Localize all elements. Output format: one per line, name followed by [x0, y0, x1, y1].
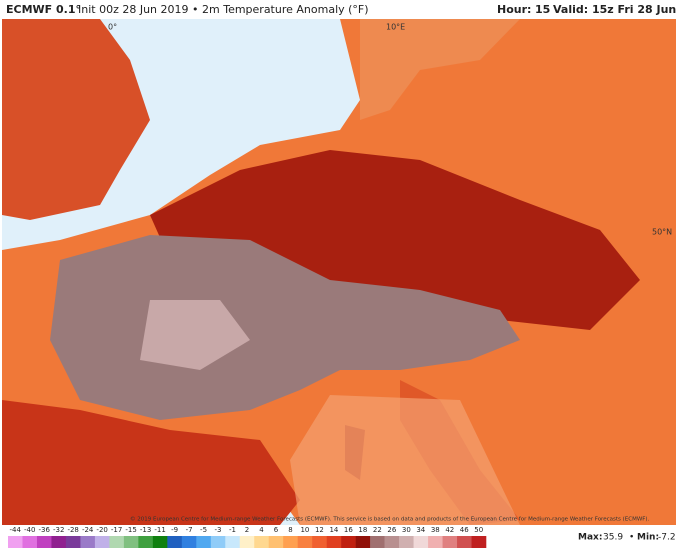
colorbar-label: 26 — [387, 526, 396, 534]
separator: • — [629, 533, 634, 543]
colorbar-swatch — [22, 536, 38, 548]
colorbar-swatch — [326, 536, 342, 548]
colorbar-label: 22 — [373, 526, 382, 534]
denmark — [360, 19, 520, 120]
colorbar: -44 -40 -36 -32 -28 -24 -20 -17 -15 -13 -11 -9 -7 -5-… — [8, 526, 487, 548]
colorbar-swatch — [254, 536, 270, 548]
colorbar-swatch — [471, 536, 487, 548]
colorbar-label: 34 — [416, 526, 425, 534]
colorbar-label: -3 — [215, 526, 222, 534]
hot-belt — [150, 150, 640, 330]
colorbar-swatch — [8, 536, 23, 548]
colorbar-swatch — [355, 536, 371, 548]
hour-value: 15 — [535, 3, 550, 16]
colorbar-swatch — [428, 536, 443, 548]
colorbar-swatch — [312, 536, 327, 548]
max-label: Max: — [578, 533, 602, 543]
colorbar-swatch — [65, 536, 81, 548]
colorbar-swatch — [457, 536, 472, 548]
colorbar-label: 50 — [474, 526, 483, 534]
colorbar-label: 16 — [344, 526, 353, 534]
peak-anomaly — [140, 300, 250, 370]
colorbar-label: 2 — [245, 526, 249, 534]
colorbar-label: 10 — [300, 526, 309, 534]
colorbar-label: 38 — [431, 526, 440, 534]
colorbar-label: -32 — [53, 526, 64, 534]
colorbar-label: 18 — [358, 526, 367, 534]
colorbar-label: 6 — [274, 526, 279, 534]
colorbar-swatch — [196, 536, 212, 548]
colorbar-label: -24 — [82, 526, 94, 534]
hour-label: Hour: — [497, 3, 531, 16]
colorbar-swatch — [399, 536, 414, 548]
colorbar-label: -40 — [24, 526, 35, 534]
lon-label: 10°E — [386, 23, 405, 32]
colorbar-label: -7 — [186, 526, 193, 534]
valid-time: Valid: 15z Fri 28 Jun 2019 — [553, 3, 678, 16]
colorbar-label: -17 — [111, 526, 122, 534]
colorbar-label: -13 — [140, 526, 151, 534]
colorbar-label: -5 — [200, 526, 207, 534]
max-value: 35.9 — [603, 533, 623, 543]
colorbar-label: 12 — [315, 526, 324, 534]
colorbar-swatch — [181, 536, 197, 548]
colorbar-swatch — [138, 536, 154, 548]
colorbar-swatch — [341, 536, 356, 548]
colorbar-label: -28 — [67, 526, 78, 534]
colorbar-swatch — [268, 536, 284, 548]
colorbar-label: -44 — [10, 526, 22, 534]
colorbar-label: -11 — [154, 526, 165, 534]
mediterranean — [290, 395, 520, 525]
min-value: -7.2 — [658, 533, 676, 543]
colorbar-swatch — [297, 536, 313, 548]
colorbar-swatch — [413, 536, 429, 548]
colorbar-swatch — [109, 536, 125, 548]
model-name: ECMWF 0.1° — [6, 3, 81, 16]
colorbar-swatch — [384, 536, 400, 548]
colorbar-label: -15 — [125, 526, 136, 534]
lon-label: 0° — [108, 23, 117, 32]
colorbar-label: 8 — [288, 526, 292, 534]
colorbar-swatch — [80, 536, 96, 548]
colorbar-label: -20 — [96, 526, 107, 534]
colorbar-label: 46 — [460, 526, 469, 534]
header-title: Init 00z 28 Jun 2019 • 2m Temperature An… — [78, 3, 369, 16]
colorbar-label: -36 — [38, 526, 50, 534]
colorbar-swatch — [94, 536, 110, 548]
colorbar-swatch — [167, 536, 183, 548]
colorbar-swatch — [123, 536, 139, 548]
colorbar-label: -9 — [171, 526, 178, 534]
colorbar-label: 14 — [329, 526, 338, 534]
france-anomaly — [50, 235, 520, 420]
colorbar-label: 30 — [402, 526, 411, 534]
lat-label: 50°N — [652, 228, 672, 237]
colorbar-swatch — [51, 536, 67, 548]
colorbar-swatch — [283, 536, 298, 548]
colorbar-label: -1 — [229, 526, 236, 534]
credit: © 2019 European Centre for Medium-range … — [130, 516, 650, 523]
iberia — [2, 400, 300, 525]
britain — [2, 19, 150, 220]
colorbar-swatch — [225, 536, 241, 548]
colorbar-swatch — [36, 536, 52, 548]
colorbar-swatch — [210, 536, 226, 548]
colorbar-label: 4 — [259, 526, 264, 534]
map — [2, 19, 676, 525]
colorbar-swatch — [442, 536, 458, 548]
colorbar-swatch — [239, 536, 255, 548]
colorbar-swatch — [152, 536, 168, 548]
min-label: Min: — [637, 533, 659, 543]
colorbar-swatch — [370, 536, 385, 548]
colorbar-label: 42 — [445, 526, 454, 534]
